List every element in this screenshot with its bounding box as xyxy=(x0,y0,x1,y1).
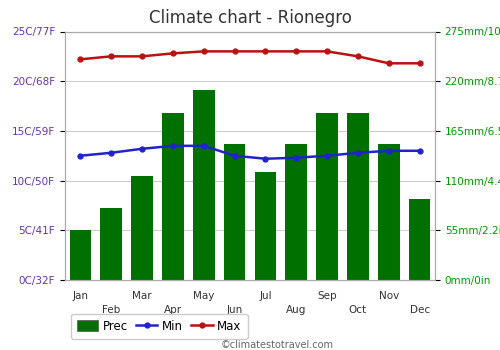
Text: Dec: Dec xyxy=(410,305,430,315)
Text: Apr: Apr xyxy=(164,305,182,315)
Legend: Prec, Min, Max: Prec, Min, Max xyxy=(71,314,248,339)
Text: Jan: Jan xyxy=(72,291,88,301)
Bar xyxy=(100,208,122,280)
Text: Nov: Nov xyxy=(378,291,399,301)
Text: Jul: Jul xyxy=(259,291,272,301)
Bar xyxy=(409,199,430,280)
Text: ©climatestotravel.com: ©climatestotravel.com xyxy=(220,340,334,350)
Title: Climate chart - Rionegro: Climate chart - Rionegro xyxy=(148,9,352,27)
Text: Sep: Sep xyxy=(318,291,337,301)
Text: Feb: Feb xyxy=(102,305,120,315)
Text: Mar: Mar xyxy=(132,291,152,301)
Bar xyxy=(378,145,400,280)
Bar xyxy=(286,145,307,280)
Bar xyxy=(70,230,91,280)
Bar xyxy=(254,172,276,280)
Bar xyxy=(193,90,214,280)
Text: Jun: Jun xyxy=(226,305,242,315)
Bar xyxy=(132,176,153,280)
Bar xyxy=(347,113,368,280)
Text: Aug: Aug xyxy=(286,305,306,315)
Text: May: May xyxy=(193,291,214,301)
Text: Oct: Oct xyxy=(349,305,367,315)
Bar xyxy=(316,113,338,280)
Bar xyxy=(224,145,246,280)
Bar xyxy=(162,113,184,280)
